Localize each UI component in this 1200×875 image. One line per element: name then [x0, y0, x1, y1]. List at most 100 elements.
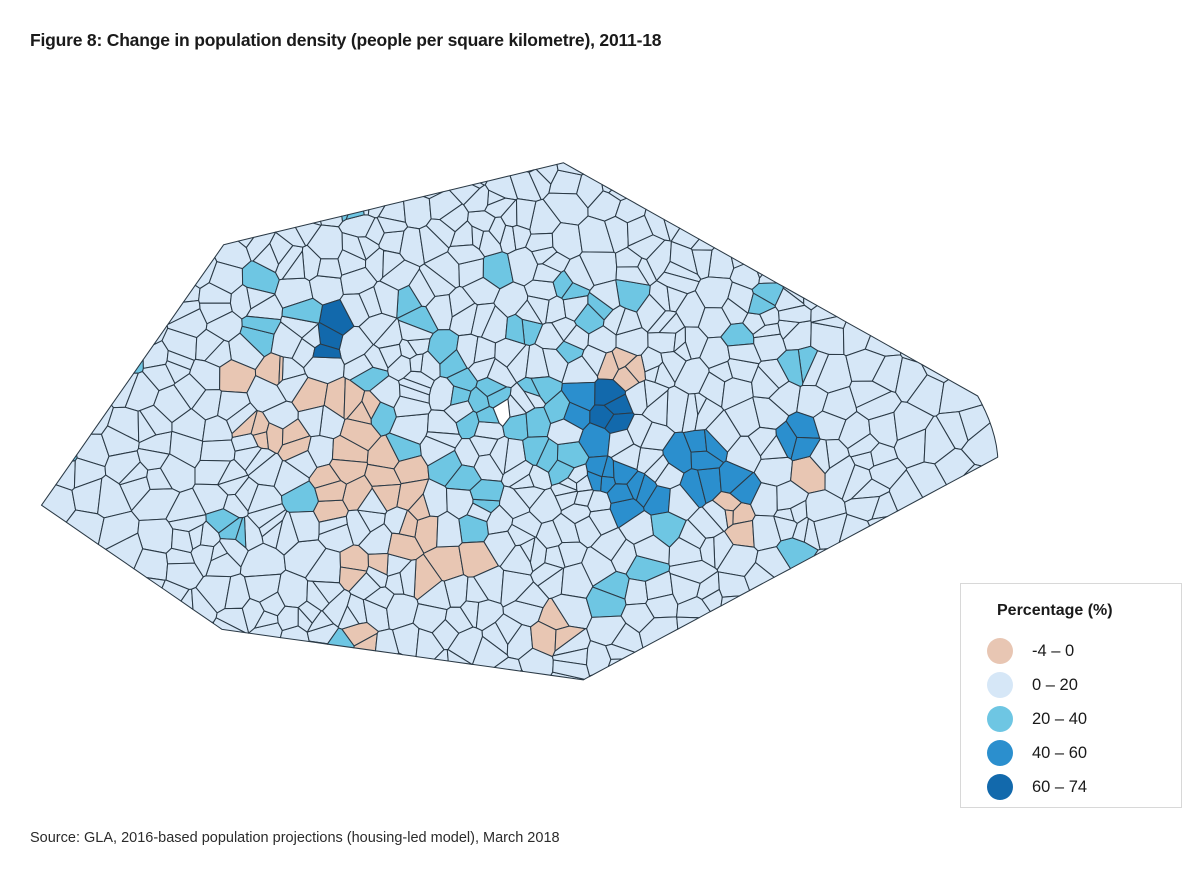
ward-area: [842, 465, 872, 502]
ward-area: [582, 345, 606, 376]
ward-area: [398, 653, 403, 655]
ward-area: [445, 607, 473, 633]
ward-area: [692, 250, 712, 279]
ward-area: [298, 406, 323, 437]
ward-area: [230, 285, 250, 319]
ward-area: [200, 440, 235, 461]
ward-area: [745, 563, 775, 591]
ward-area: [527, 170, 534, 172]
ward-area: [236, 517, 246, 548]
ward-area: [777, 481, 809, 511]
ward-area: [627, 215, 653, 246]
ward-area: [489, 217, 506, 244]
ward-area: [868, 517, 888, 526]
ward-area: [531, 563, 563, 586]
ward-area: [253, 243, 278, 272]
ward-area: [721, 596, 740, 606]
ward-area: [730, 473, 761, 505]
ward-area: [368, 554, 388, 575]
ward-area: [521, 670, 523, 671]
ward-no-data: [493, 399, 510, 427]
legend-swatch-circle-icon: [987, 740, 1013, 766]
ward-area: [700, 537, 715, 568]
legend-swatch-circle-icon: [987, 774, 1013, 800]
ward-area: [313, 344, 341, 358]
ward-area: [218, 475, 249, 495]
ward-area: [702, 590, 722, 612]
ward-area: [376, 629, 399, 654]
ward-area: [590, 280, 620, 310]
legend-item: 40 – 60: [987, 736, 1181, 770]
legend-item-list: -4 – 0 0 – 20 20 – 40 40 – 60 60 – 74: [987, 634, 1181, 804]
ward-area: [166, 563, 203, 589]
ward-area: [752, 366, 779, 398]
ward-area: [298, 601, 321, 623]
ward-area: [589, 675, 592, 677]
ward-area: [501, 460, 533, 487]
ward-area: [440, 350, 467, 378]
ward-area: [490, 436, 509, 475]
ward-area: [357, 488, 387, 514]
ward-area: [625, 355, 645, 383]
ward-area: [616, 308, 642, 335]
ward-area: [183, 285, 200, 302]
ward-area: [850, 381, 892, 408]
ward-area: [645, 366, 659, 383]
ward-area: [667, 287, 687, 312]
legend-item-label: 20 – 40: [1032, 709, 1088, 728]
ward-area: [814, 549, 827, 556]
ward-area: [611, 444, 640, 470]
ward-area: [848, 434, 879, 457]
ward-area: [377, 217, 407, 233]
ward-area: [409, 269, 435, 307]
choropleth-map: [0, 68, 1010, 808]
ward-area: [289, 511, 319, 541]
ward-area: [234, 447, 261, 471]
ward-area: [365, 587, 394, 609]
ward-area: [437, 511, 462, 547]
ward-area: [448, 245, 485, 264]
legend-item: -4 – 0: [987, 634, 1181, 668]
ward-area: [754, 334, 787, 361]
ward-area: [655, 463, 684, 489]
ward-area: [317, 259, 341, 278]
ward-area: [383, 250, 405, 277]
ward-area: [205, 340, 232, 367]
ward-area: [213, 618, 245, 633]
ward-area: [166, 361, 191, 384]
legend-item-label: 40 – 60: [1032, 743, 1088, 762]
ward-area: [328, 628, 355, 648]
ward-area: [670, 574, 700, 605]
ward-area: [466, 577, 488, 603]
ward-area: [267, 423, 283, 454]
ward-area: [398, 320, 433, 340]
ward-area: [248, 504, 286, 529]
ward-area: [625, 579, 648, 605]
ward-area: [420, 436, 455, 466]
ward-area: [517, 199, 536, 230]
ward-area: [168, 301, 200, 325]
ward-area: [279, 356, 283, 384]
ward-area: [342, 233, 366, 261]
ward-area: [533, 264, 561, 282]
ward-area: [140, 405, 172, 435]
ward-area: [607, 484, 633, 504]
ward-area: [346, 211, 364, 219]
ward-area: [557, 163, 583, 175]
ward-area: [285, 451, 317, 478]
ward-area: [555, 626, 585, 651]
ward-area: [577, 174, 603, 208]
source-note: Source: GLA, 2016-based population proje…: [30, 830, 560, 846]
ward-area: [964, 464, 981, 475]
ward-area: [725, 510, 733, 528]
legend-item: 60 – 74: [987, 770, 1181, 804]
ward-area: [642, 390, 668, 426]
legend-item-label: 0 – 20: [1032, 675, 1078, 694]
ward-area: [760, 307, 779, 325]
ward-area: [527, 296, 549, 325]
ward-area: [695, 398, 724, 430]
ward-area: [589, 509, 618, 535]
ward-area: [513, 225, 531, 250]
ward-area: [695, 393, 707, 415]
ward-area: [774, 516, 797, 541]
